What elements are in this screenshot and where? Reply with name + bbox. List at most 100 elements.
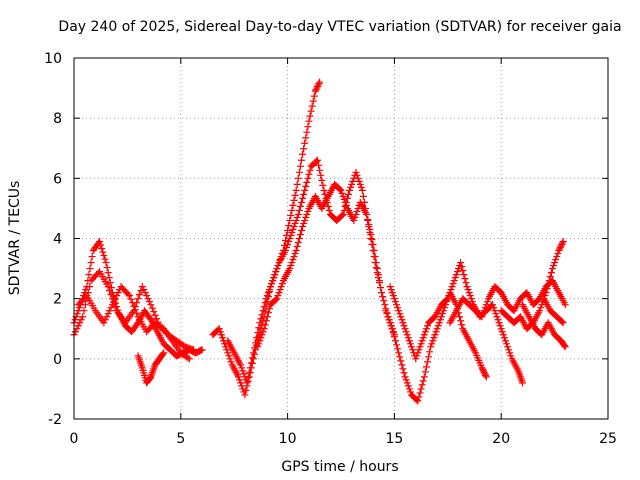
data-point: [264, 309, 272, 317]
data-point: [97, 241, 105, 249]
data-point: [453, 268, 461, 276]
data-point: [559, 319, 567, 327]
x-tick-label: 20: [492, 431, 510, 447]
data-point: [287, 231, 295, 239]
data-point: [265, 286, 273, 294]
series-track-c: [74, 283, 193, 363]
data-point: [426, 348, 434, 356]
data-point: [106, 287, 114, 295]
data-point: [561, 343, 569, 351]
data-point: [396, 310, 404, 318]
data-point: [364, 215, 372, 223]
data-point: [305, 170, 313, 178]
data-point: [347, 183, 355, 191]
data-point: [394, 345, 402, 353]
data-point: [399, 319, 407, 327]
data-point: [380, 297, 388, 305]
data-point: [300, 219, 308, 227]
data-point: [310, 92, 318, 100]
data-point: [421, 328, 429, 336]
data-point: [452, 271, 460, 279]
data-point: [224, 349, 232, 357]
data-point: [495, 319, 503, 327]
data-point: [398, 316, 406, 324]
data-point: [551, 259, 559, 267]
data-point: [482, 373, 490, 381]
data-point: [287, 262, 295, 270]
data-point: [267, 283, 275, 291]
data-point: [320, 186, 328, 194]
data-point: [236, 376, 244, 384]
data-point: [289, 256, 297, 264]
data-point: [249, 355, 257, 363]
x-tick-label: 15: [385, 431, 403, 447]
data-point: [418, 337, 426, 345]
data-point: [304, 174, 312, 182]
data-point: [286, 265, 294, 273]
data-point: [446, 289, 454, 297]
data-point: [128, 299, 136, 307]
data-point: [114, 289, 122, 297]
data-point: [299, 222, 307, 230]
data-point: [111, 295, 119, 303]
data-point: [272, 268, 280, 276]
data-point: [107, 291, 115, 299]
data-point: [287, 211, 295, 219]
data-point: [359, 192, 367, 200]
data-point: [312, 157, 320, 165]
data-point: [389, 292, 397, 300]
data-point: [71, 328, 79, 336]
data-point: [295, 206, 303, 214]
data-point: [296, 162, 304, 170]
data-point: [404, 382, 412, 390]
data-point: [263, 292, 271, 300]
data-point: [496, 322, 504, 330]
data-point: [368, 236, 376, 244]
y-tick-label: 10: [44, 51, 62, 67]
data-point: [262, 317, 270, 325]
data-point: [140, 286, 148, 294]
data-point: [299, 194, 307, 202]
data-point: [221, 340, 229, 348]
data-point: [243, 379, 251, 387]
data-point: [501, 337, 509, 345]
data-point: [377, 284, 385, 292]
data-point: [353, 207, 361, 215]
data-point: [126, 292, 134, 300]
data-point: [421, 368, 429, 376]
data-point: [416, 343, 424, 351]
data-point: [406, 388, 414, 396]
data-point: [552, 256, 560, 264]
data-point: [127, 295, 135, 303]
data-point: [353, 171, 361, 179]
y-tick-label: 6: [53, 171, 62, 187]
data-point: [144, 295, 152, 303]
data-point: [483, 298, 491, 306]
data-point: [394, 304, 402, 312]
data-point: [456, 313, 464, 321]
data-point: [463, 283, 471, 291]
data-point: [258, 311, 266, 319]
data-point: [478, 364, 486, 372]
data-point: [357, 183, 365, 191]
data-point: [557, 242, 565, 250]
data-point: [297, 226, 305, 234]
data-point: [278, 280, 286, 288]
data-point: [104, 269, 112, 277]
data-point: [317, 171, 325, 179]
data-point: [390, 333, 398, 341]
data-point: [288, 259, 296, 267]
data-point: [76, 319, 84, 327]
data-point: [339, 192, 347, 200]
data-point: [382, 307, 390, 315]
data-point: [256, 319, 264, 327]
data-point: [96, 238, 104, 246]
data-point: [225, 352, 233, 360]
data-point: [264, 289, 272, 297]
data-point: [269, 277, 277, 285]
data-point: [312, 86, 320, 94]
data-point: [79, 313, 87, 321]
data-point: [284, 226, 292, 234]
data-point: [379, 293, 387, 301]
data-point: [315, 80, 323, 88]
